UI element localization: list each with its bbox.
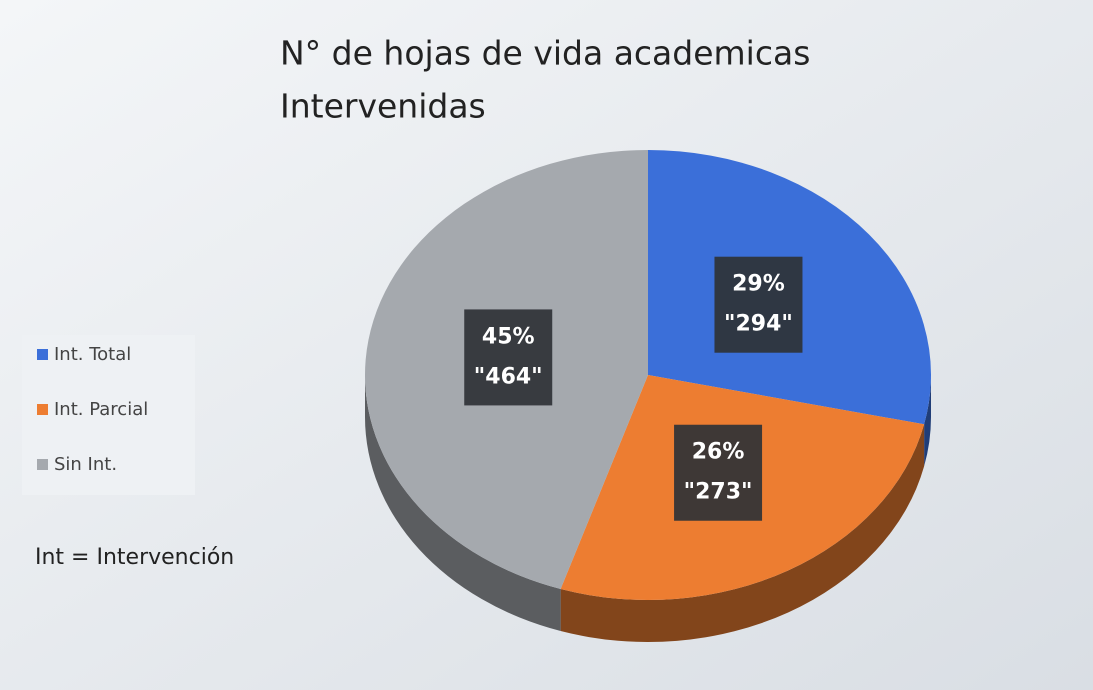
chart-title: Intervenidas — [280, 87, 486, 126]
note: Int = Intervención — [35, 545, 234, 570]
legend-box — [22, 335, 195, 495]
data-label: "294" — [724, 312, 793, 337]
data-label: "464" — [474, 364, 543, 389]
legend-label: Sin Int. — [54, 454, 117, 475]
data-label: 45% — [482, 324, 535, 349]
pie-side — [365, 375, 561, 632]
legend-label: Int. Parcial — [54, 399, 148, 420]
legend-swatch — [37, 459, 48, 470]
legend-swatch — [37, 349, 48, 360]
legend-swatch — [37, 404, 48, 415]
legend-label: Int. Total — [54, 344, 131, 365]
data-label-box — [674, 424, 763, 521]
data-label: "273" — [684, 480, 753, 505]
data-label-box — [464, 309, 553, 406]
chart-title: N° de hojas de vida academicas — [280, 34, 810, 73]
pie-side — [560, 424, 925, 642]
data-label: 29% — [732, 272, 785, 297]
pie-side — [924, 375, 931, 467]
data-label: 26% — [692, 440, 745, 465]
data-label-box — [714, 256, 803, 353]
